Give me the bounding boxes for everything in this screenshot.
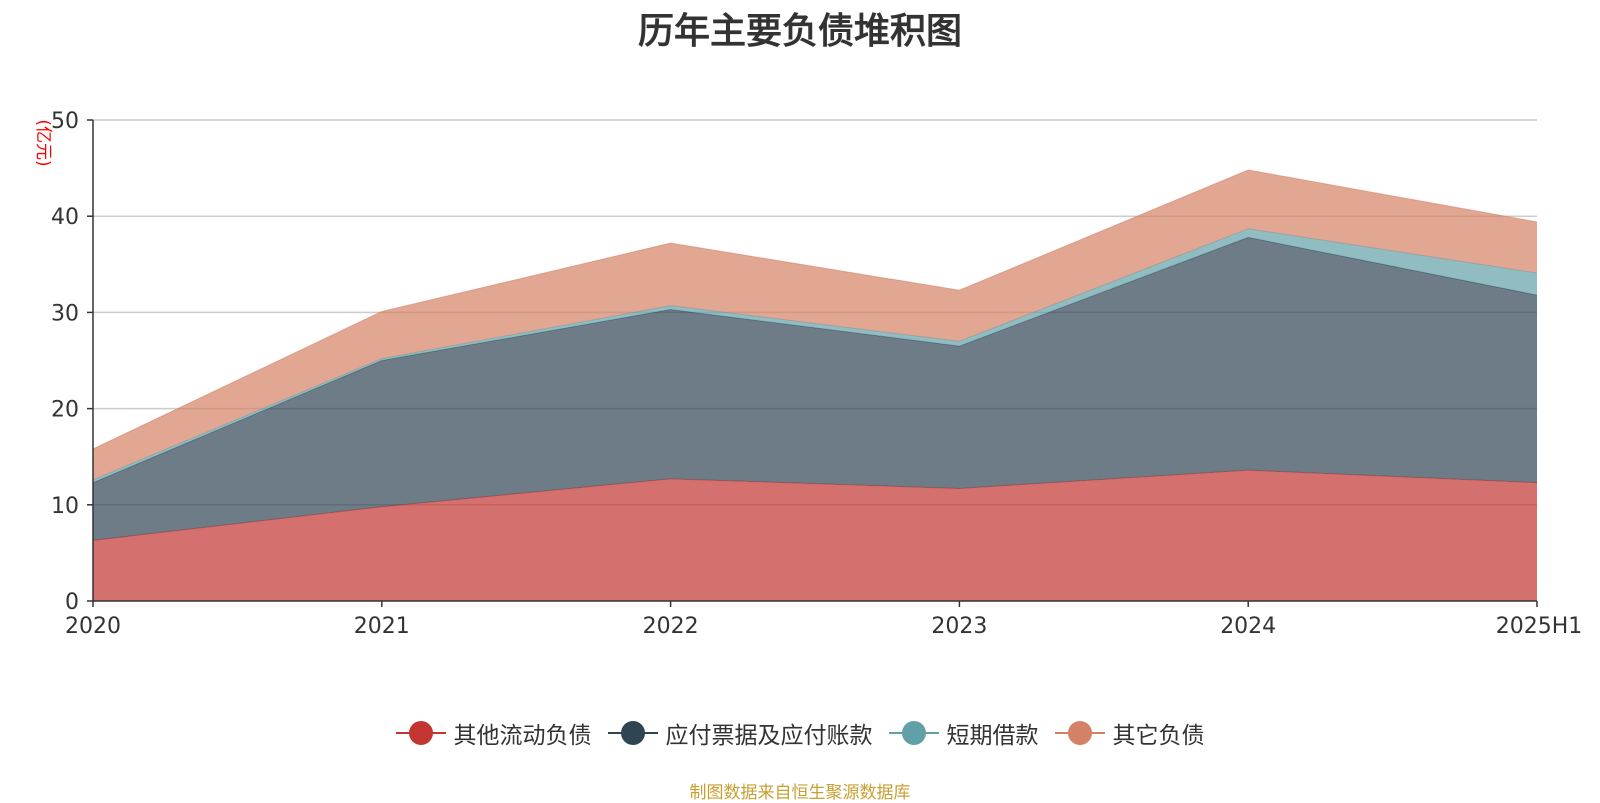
chart-title: 历年主要负债堆积图 [637,11,962,52]
legend-marker-icon [1054,720,1105,746]
series-area-0[interactable] [93,470,1537,601]
x-tick-label: 2023 [931,614,987,639]
x-tick-label: 2025H1 [1496,614,1583,639]
x-tick-label: 2024 [1220,614,1276,639]
legend-marker-icon [888,720,939,746]
legend: 其他流动负债 应付票据及应付账款 短期借款 其它负债 [0,716,1600,750]
x-tick-label: 2021 [354,614,410,639]
legend-item[interactable]: 短期借款 [888,716,1039,750]
y-tick-label: 20 [51,398,79,423]
legend-item[interactable]: 其它负债 [1054,716,1205,750]
legend-item[interactable]: 应付票据及应付账款 [607,716,873,750]
legend-marker-icon [395,720,446,746]
legend-item[interactable]: 其他流动负债 [395,716,592,750]
series-line-3 [92,169,1538,450]
series-area-1[interactable] [93,237,1537,541]
y-tick-label: 40 [51,205,79,230]
legend-marker-icon [607,720,658,746]
y-axis-unit-label: (亿元) [33,119,53,166]
x-tick-label: 2022 [643,614,699,639]
legend-label: 短期借款 [946,723,1039,749]
y-tick-label: 50 [51,109,79,134]
series-area-2[interactable] [93,228,1537,483]
source-note: 制图数据来自恒生聚源数据库 [689,783,911,803]
y-tick-label: 0 [65,590,79,615]
x-tick-label: 2020 [65,614,121,639]
legend-label: 其它负债 [1112,723,1205,749]
series-areas [92,169,1538,601]
legend-label: 应付票据及应付账款 [665,723,873,749]
series-area-3[interactable] [93,170,1537,480]
y-tick-label: 10 [51,494,79,519]
axes: 0 10 20 30 40 50 2020 2021 2022 2023 2024 2025H1 [51,109,1582,639]
legend-label: 其他流动负债 [453,723,592,749]
y-tick-label: 30 [51,301,79,326]
